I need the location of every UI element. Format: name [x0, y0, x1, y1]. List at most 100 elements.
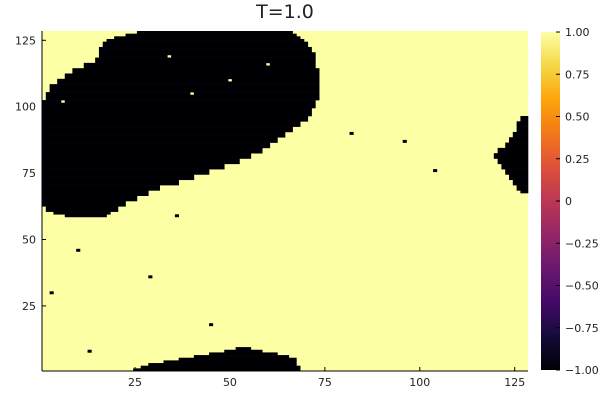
heatmap-cell-run — [42, 161, 240, 164]
heatmap-cell-run — [232, 79, 320, 82]
heatmap-cell-run — [72, 71, 319, 74]
heatmap-cell-run — [517, 188, 529, 191]
heatmap-cell-run — [42, 121, 300, 124]
chart-title: T=1.0 — [255, 1, 314, 23]
y-tick-label: 125 — [15, 34, 36, 47]
heatmap-cell-run — [53, 212, 110, 215]
heatmap-cell-run — [224, 350, 262, 353]
heatmap-cell-run — [126, 34, 297, 37]
colorbar-tick-label: 0.50 — [565, 111, 590, 124]
heatmap-cell-run — [50, 291, 54, 294]
heatmap-cell-run — [42, 124, 300, 127]
heatmap-cell-run — [50, 89, 320, 92]
heatmap-cell-run — [42, 172, 209, 175]
heatmap-cell-run — [42, 129, 293, 132]
heatmap-cell-run — [103, 42, 308, 45]
heatmap-cell-run — [42, 116, 308, 119]
heatmap-cell-run — [42, 159, 240, 162]
heatmap-cell-run — [84, 63, 267, 66]
heatmap-cell-run — [403, 140, 407, 143]
heatmap-cell-run — [517, 185, 529, 188]
heatmap-cell-run — [209, 323, 213, 326]
heatmap-cell-run — [42, 135, 285, 138]
heatmap-cell-run — [46, 92, 191, 95]
heatmap-cell-run — [99, 50, 312, 53]
heatmap-cell-run — [498, 161, 529, 164]
x-tick-label: 75 — [318, 376, 332, 389]
y-tick-label: 100 — [15, 101, 36, 114]
y-tick-label: 25 — [22, 300, 36, 313]
heatmap-cell-run — [46, 95, 320, 98]
heatmap-cell-run — [42, 198, 137, 201]
heatmap-cell-run — [42, 140, 278, 143]
heatmap-cell-run — [513, 180, 528, 183]
colorbar-tick-label: 1.00 — [565, 26, 590, 39]
heatmap-cell-run — [42, 190, 149, 193]
heatmap-cell-run — [46, 209, 118, 212]
heatmap-cell-run — [42, 108, 312, 111]
heatmap-cell-run — [65, 214, 107, 217]
heatmap-cell-run — [270, 63, 316, 66]
heatmap-cell-run — [179, 358, 297, 361]
heatmap-cell-run — [99, 47, 312, 50]
heatmap-cell-run — [164, 360, 297, 363]
heatmap-cell-run — [42, 174, 194, 177]
heatmap-cell-run — [50, 87, 320, 90]
heatmap-cell-run — [114, 36, 300, 39]
heatmap-cell-run — [194, 92, 320, 95]
heatmap-cell-run — [498, 151, 529, 154]
heatmap-cell-run — [42, 103, 316, 106]
heatmap-cell-run — [50, 84, 320, 87]
heatmap-cell-run — [42, 156, 251, 159]
heatmap-cell-run — [65, 74, 320, 77]
heatmap-cell-run — [505, 143, 528, 146]
heatmap-cell-run — [433, 169, 437, 172]
heatmap-cell-run — [350, 132, 354, 135]
heatmap-cell-run — [517, 124, 529, 127]
heatmap-cell-run — [498, 148, 529, 151]
heatmap-cell-run — [103, 44, 308, 47]
x-tick-label: 25 — [128, 376, 142, 389]
heatmap-cell-run — [42, 182, 179, 185]
heatmap-cell-run — [42, 132, 285, 135]
heatmap-cell-run — [171, 55, 316, 58]
colorbar: −1.00 −0.75 −0.50 −0.25 0 0.25 0.50 0.75 1.00 — [541, 26, 599, 377]
y-tick-label: 75 — [22, 167, 36, 180]
heatmap-cell-run — [494, 156, 528, 159]
colorbar-tick-label: −0.50 — [565, 280, 599, 293]
heatmap-cell-run — [99, 55, 168, 58]
heatmap-cell-run — [137, 31, 293, 34]
heatmap-cell-run — [509, 140, 528, 143]
heatmap-cell-run — [95, 58, 316, 61]
heatmap-cell-run — [517, 127, 529, 130]
x-tick-label: 50 — [223, 376, 237, 389]
colorbar-tick-label: 0 — [565, 195, 572, 208]
heatmap-cell-run — [84, 66, 316, 69]
heatmap-cell-run — [99, 52, 316, 55]
heatmap-cell-run — [148, 363, 296, 366]
heatmap-cell-run — [505, 172, 528, 175]
heatmap-cell-run — [42, 166, 225, 169]
heatmap-cell-run — [509, 174, 528, 177]
x-tick-label: 100 — [409, 376, 430, 389]
heatmap-cell-run — [509, 137, 528, 140]
heatmap-cell-run — [148, 275, 152, 278]
heatmap-cell-run — [194, 355, 289, 358]
heatmap-cell-run — [42, 151, 263, 154]
heatmap-cell-run — [42, 204, 126, 207]
heatmap-cell-run — [95, 60, 316, 63]
heatmap-cell-run — [141, 366, 301, 369]
heatmap-cell-run — [42, 127, 293, 130]
heatmap-cell-run — [498, 159, 529, 162]
heatmap-cell-run — [517, 121, 529, 124]
heatmap-cell-run — [513, 135, 528, 138]
heatmap-cell-run — [42, 105, 316, 108]
heatmap-cell-run — [42, 145, 270, 148]
heatmap-cell-run — [42, 137, 278, 140]
heatmap-cell-run — [520, 190, 528, 193]
colorbar-tick-label: 0.75 — [565, 68, 590, 81]
heatmap-cell-run — [505, 169, 528, 172]
heatmap-cell-run — [520, 116, 528, 119]
heatmap-cell-run — [517, 129, 529, 132]
